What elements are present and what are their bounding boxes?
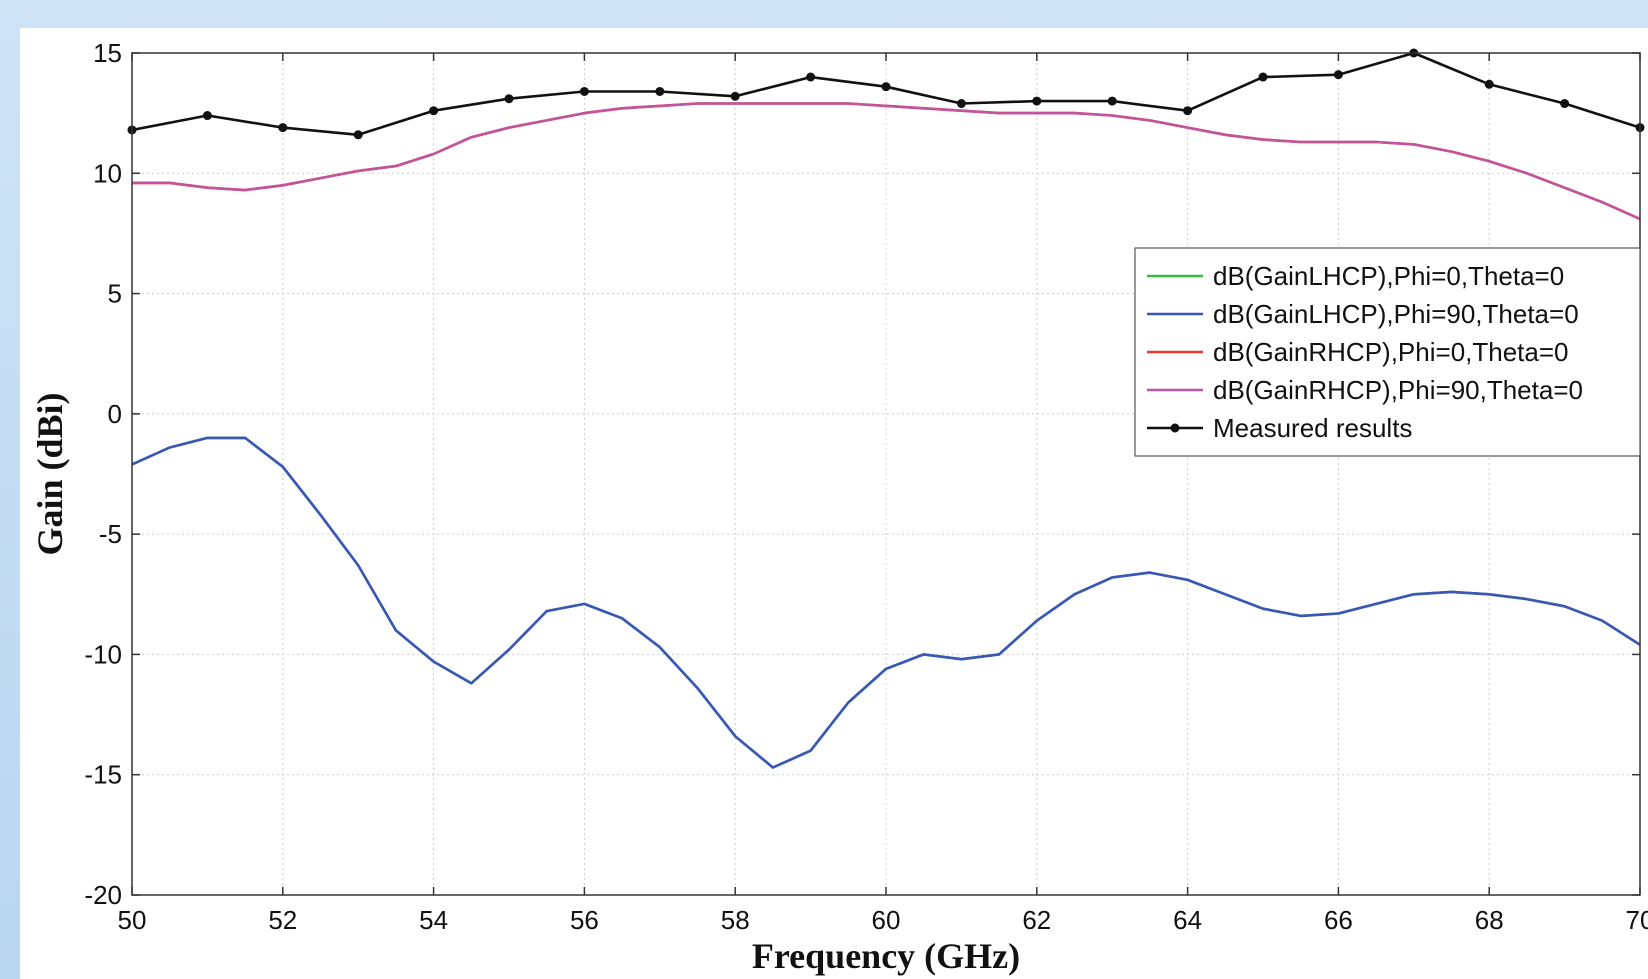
x-tick-label: 64 <box>1173 905 1202 935</box>
data-point <box>956 99 966 109</box>
series-2 <box>131 436 1641 769</box>
legend-label: dB(GainLHCP),Phi=90,Theta=0 <box>1213 299 1579 329</box>
legend-label: dB(GainRHCP),Phi=90,Theta=0 <box>1213 375 1583 405</box>
data-point <box>429 106 439 116</box>
data-point <box>278 123 288 133</box>
data-point <box>504 94 514 104</box>
y-tick-label: -5 <box>99 519 122 549</box>
data-point <box>1484 79 1494 89</box>
data-point <box>202 111 212 121</box>
data-point <box>730 91 740 101</box>
data-point <box>1032 96 1042 106</box>
legend-entry: dB(GainLHCP),Phi=90,Theta=0 <box>1147 299 1579 329</box>
y-tick-label: 0 <box>108 399 122 429</box>
legend-label: Measured results <box>1213 413 1412 443</box>
series-line <box>131 436 1641 769</box>
legend-label: dB(GainRHCP),Phi=0,Theta=0 <box>1213 337 1569 367</box>
x-tick-label: 56 <box>570 905 599 935</box>
legend-entry: dB(GainLHCP),Phi=0,Theta=0 <box>1147 261 1564 291</box>
series-4 <box>132 102 1641 221</box>
x-axis-title: Frequency (GHz) <box>752 936 1020 976</box>
x-tick-label: 58 <box>721 905 750 935</box>
data-point <box>1107 96 1117 106</box>
x-tick-label: 60 <box>872 905 901 935</box>
data-point <box>353 130 363 140</box>
y-tick-label: -15 <box>84 760 122 790</box>
x-tick-label: 52 <box>268 905 297 935</box>
x-tick-label: 66 <box>1324 905 1353 935</box>
data-point <box>655 86 665 96</box>
y-tick-label: 5 <box>108 279 122 309</box>
x-tick-label: 70 <box>1626 905 1648 935</box>
series-5 <box>127 48 1645 140</box>
data-point <box>1258 72 1268 82</box>
legend-box <box>1134 247 1641 457</box>
legend-marker <box>1170 423 1180 433</box>
x-tick-label: 54 <box>419 905 448 935</box>
legend-entry: dB(GainRHCP),Phi=90,Theta=0 <box>1147 375 1583 405</box>
data-point <box>579 86 589 96</box>
data-point <box>881 82 891 92</box>
data-point <box>1183 106 1193 116</box>
legend: dB(GainLHCP),Phi=0,Theta=0 dB(GainLHCP),P… <box>1134 247 1641 457</box>
x-tick-label: 68 <box>1475 905 1504 935</box>
legend-entry: dB(GainRHCP),Phi=0,Theta=0 <box>1147 337 1569 367</box>
y-tick-label: -20 <box>84 880 122 910</box>
legend-label: dB(GainLHCP),Phi=0,Theta=0 <box>1213 261 1564 291</box>
series-line <box>132 102 1641 221</box>
grid <box>132 53 1640 895</box>
y-tick-label: 15 <box>93 38 122 68</box>
data-point <box>1560 99 1570 109</box>
data-point <box>1333 70 1343 80</box>
x-tick-label: 50 <box>118 905 147 935</box>
x-tick-label: 62 <box>1022 905 1051 935</box>
y-tick-label: -10 <box>84 639 122 669</box>
legend-entry: Measured results <box>1147 413 1412 443</box>
y-tick-label: 10 <box>93 158 122 188</box>
series-layer <box>127 48 1645 769</box>
data-point <box>806 72 816 82</box>
y-axis-title: Gain (dBi) <box>30 392 70 555</box>
